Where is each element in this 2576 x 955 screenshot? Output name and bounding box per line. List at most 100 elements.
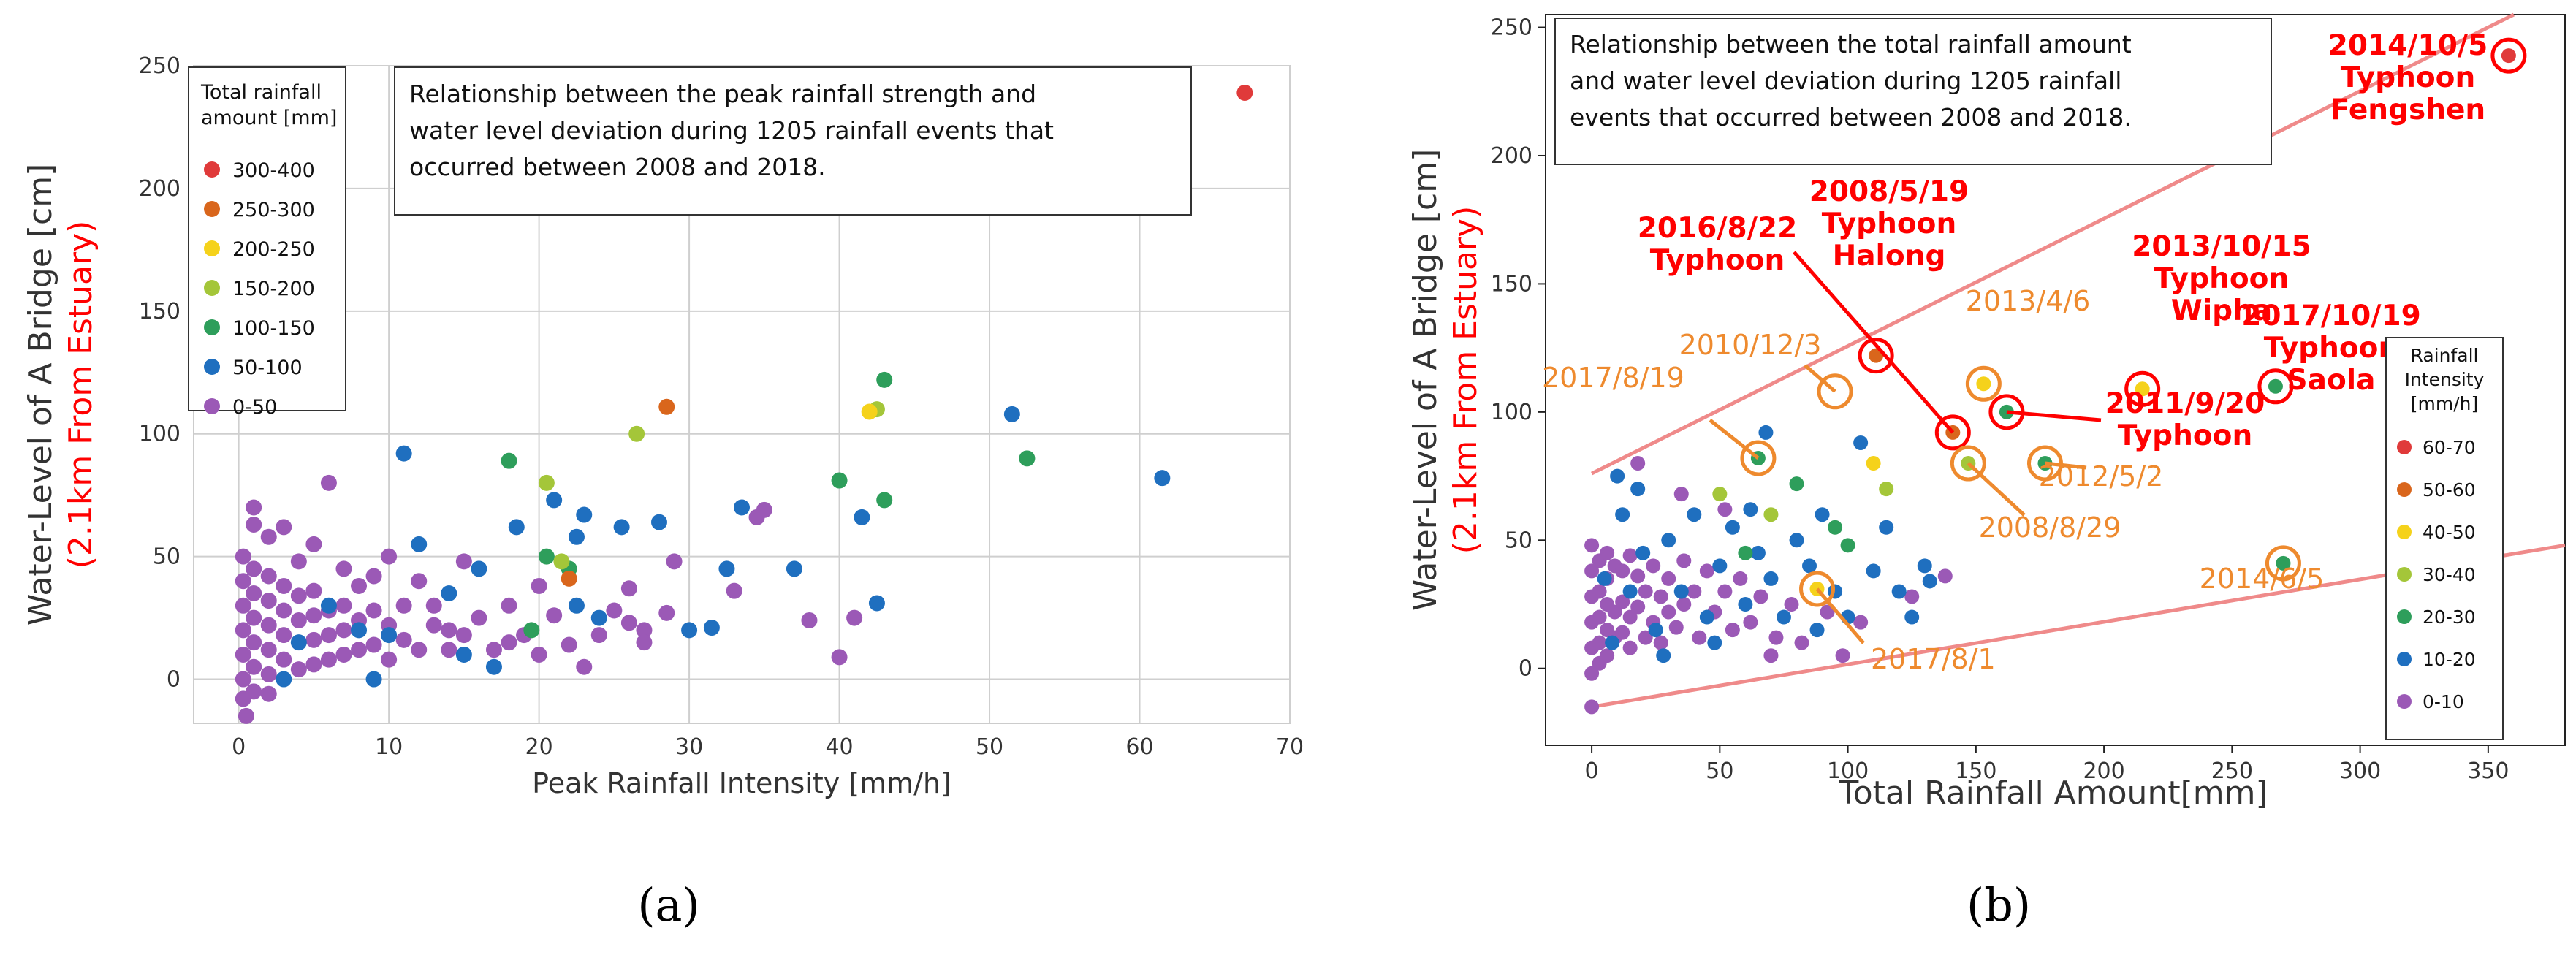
data-point-a (246, 516, 262, 533)
data-point-a (523, 622, 540, 639)
y-tick-label-a: 0 (167, 667, 181, 693)
legend-label-a: 100-150 (232, 317, 315, 340)
data-point-b (2276, 555, 2291, 571)
data-point-b (1600, 545, 1615, 560)
data-point-a (276, 577, 292, 594)
data-point-a (246, 658, 262, 675)
data-point-a (471, 560, 487, 577)
data-point-a (305, 631, 322, 648)
callout-leader (1815, 587, 1865, 644)
legend-marker-a (204, 398, 220, 414)
data-point-a (868, 595, 885, 612)
data-point-b (1661, 571, 1676, 586)
legend-label-b: 0-10 (2423, 691, 2464, 712)
data-point-a (531, 577, 547, 594)
data-point-a (235, 548, 251, 565)
x-tick-label-b: 100 (1827, 758, 1869, 784)
data-point-b (1661, 604, 1676, 620)
data-point-b (1630, 568, 1646, 584)
data-point-a (636, 634, 653, 651)
callout-label: 2008/5/19 (1809, 175, 1969, 208)
data-point-b (1653, 589, 1668, 604)
data-point-a (831, 649, 848, 666)
data-point-b (1668, 620, 1684, 635)
y-tick-label-b: 100 (1491, 400, 1532, 425)
data-point-a (854, 509, 870, 525)
data-point-a (801, 612, 818, 628)
data-point-a (546, 492, 563, 509)
data-point-b (2135, 381, 2150, 397)
data-point-a (235, 671, 251, 688)
data-point-b (1802, 558, 1817, 574)
data-point-b (1776, 609, 1791, 625)
annotation-a-line3: occurred between 2008 and 2018. (409, 153, 826, 181)
data-point-a (395, 631, 412, 648)
callout-ring (1799, 571, 1836, 607)
annotation-b-line2: and water level deviation during 1205 ra… (1570, 66, 2121, 95)
data-point-b (1610, 468, 1625, 484)
data-point-b (1712, 558, 1728, 574)
data-point-a (538, 474, 555, 491)
data-point-a (1019, 450, 1036, 467)
data-point-a (471, 609, 487, 626)
data-point-b (1828, 520, 1843, 535)
callout-ring (1858, 338, 1894, 374)
data-point-a (1003, 406, 1020, 422)
data-point-a (501, 597, 517, 614)
data-point-a (320, 651, 337, 668)
callouts-b: 2014/10/5TyphoonFengshen2008/5/19Typhoon… (1542, 29, 2527, 675)
data-point-a (335, 560, 352, 577)
x-ticks-a: 0 10 20 30 40 50 60 70 (232, 734, 1304, 760)
callout-leader (1967, 462, 2026, 517)
data-point-a (1236, 84, 1253, 101)
data-point-b (1937, 568, 1953, 584)
legend-label-b: 20-30 (2423, 606, 2476, 628)
points-a (235, 84, 1253, 724)
data-point-a (861, 403, 878, 420)
data-point-a (734, 499, 750, 516)
data-point-a (381, 651, 398, 668)
legend-label-a: 250-300 (232, 199, 315, 221)
data-point-b (1597, 571, 1612, 586)
data-point-a (260, 685, 277, 702)
data-point-a (246, 634, 262, 651)
data-point-a (441, 585, 457, 602)
data-point-a (485, 642, 502, 658)
data-point-a (411, 536, 428, 552)
callout-ring (2490, 37, 2527, 74)
callout-label: 2014/6/5 (2200, 563, 2325, 595)
data-point-b (1648, 623, 1663, 638)
data-point-a (1154, 470, 1171, 487)
data-point-a (351, 577, 368, 594)
data-point-b (1904, 589, 1920, 604)
annotation-a-line1: Relationship between the peak rainfall s… (409, 80, 1036, 108)
data-point-a (365, 568, 382, 585)
data-point-b (1738, 545, 1753, 560)
data-point-a (290, 612, 307, 628)
data-point-b (1676, 597, 1692, 612)
data-point-a (441, 642, 457, 658)
data-point-b (1743, 502, 1758, 517)
legend-marker-b (2397, 482, 2412, 497)
data-point-a (628, 425, 645, 442)
legend-b: Rainfall Intensity [mm/h] 60-70 50-60 40-5… (2385, 337, 2504, 740)
legend-label-b: 30-40 (2423, 564, 2476, 585)
data-point-a (576, 506, 593, 523)
legend-a: Total rainfall amount [mm] 300-400 250-30… (188, 66, 346, 419)
data-point-b (1600, 648, 1615, 663)
data-point-a (620, 615, 637, 631)
data-point-b (1622, 609, 1638, 625)
legend-label-a: 200-250 (232, 238, 315, 261)
data-point-a (508, 519, 525, 536)
data-point-a (411, 573, 428, 590)
x-tick-label-b: 350 (2467, 758, 2509, 784)
panel-b: 0 50 100 150 200 250 300 350 0 50 100 150 200 250 20… (1407, 12, 2566, 932)
data-point-b (1584, 666, 1600, 681)
data-point-b (1630, 599, 1646, 615)
data-point-b (1592, 609, 1607, 625)
data-point-b (1789, 533, 1804, 548)
callout-label: 2008/8/29 (1979, 511, 2121, 544)
data-point-b (1615, 563, 1630, 579)
data-point-b (1622, 640, 1638, 655)
data-point-b (1853, 435, 1869, 450)
